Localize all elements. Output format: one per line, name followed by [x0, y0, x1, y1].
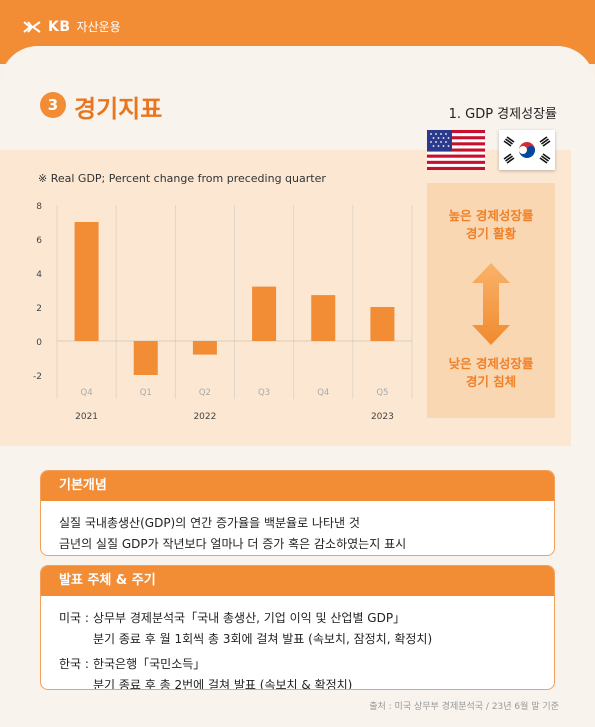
chart-note: ※ Real GDP; Percent change from precedin…: [38, 172, 326, 185]
gauge-high-text: 높은 경제성장률 경기 활황: [427, 207, 555, 243]
up-down-arrow-icon: [472, 263, 510, 345]
section-number-badge: 3: [40, 92, 66, 118]
x-tick-label: Q5: [376, 388, 388, 398]
us-line: 분기 종료 후 월 1회씩 총 3회에 걸쳐 발표 (속보치, 잠정치, 확정치…: [92, 632, 433, 646]
card-title: 기본개념: [41, 471, 554, 501]
gauge-low-text: 낮은 경제성장률 경기 침체: [427, 355, 555, 391]
y-tick-label: 8: [36, 202, 42, 212]
card-body: 미국 : 상무부 경제분석국「국내 총생산, 기업 이익 및 산업별 GDP」 …: [41, 596, 554, 690]
section-title: 경기지표: [74, 95, 163, 123]
us-flag-icon: [427, 130, 485, 170]
us-line: 상무부 경제분석국「국내 총생산, 기업 이익 및 산업별 GDP」: [92, 611, 406, 625]
kr-line: 한국은행「국민소득」: [92, 657, 206, 671]
bar: [192, 341, 217, 355]
x-tick-label: Q1: [140, 388, 152, 398]
bar: [133, 341, 158, 375]
year-label: 2022: [193, 412, 216, 422]
bar: [74, 222, 99, 341]
kr-publisher-row: 한국 : 한국은행「국민소득」 분기 종료 후 총 2번에 걸쳐 발표 (속보치…: [59, 654, 536, 690]
star-logo-icon: [23, 20, 41, 33]
concept-line: 실질 국내총생산(GDP)의 연간 증가율을 백분율로 나타낸 것: [59, 516, 360, 530]
concept-line: 금년의 실질 GDP가 작년보다 얼마나 더 증가 혹은 감소하였는지 표시: [59, 537, 407, 551]
card-title: 발표 주체 & 주기: [41, 566, 554, 596]
y-tick-label: -2: [33, 372, 42, 382]
y-tick-label: 6: [36, 236, 42, 246]
year-label: 2021: [75, 412, 98, 422]
gauge-low-line: 경기 침체: [465, 374, 517, 389]
us-publisher-row: 미국 : 상무부 경제분석국「국내 총생산, 기업 이익 및 산업별 GDP」 …: [59, 608, 536, 650]
bar: [311, 295, 336, 341]
us-label: 미국 :: [59, 611, 89, 625]
korea-flag-icon: [499, 130, 555, 170]
gdp-bar-chart: 8 6 4 2 0 -2 Q4 Q1 Q2 Q3 Q4 Q5 2021 2022 2023: [33, 202, 413, 422]
kr-label: 한국 :: [59, 657, 89, 671]
year-label: 2023: [371, 412, 394, 422]
y-tick-label: 4: [36, 270, 42, 280]
kr-line: 분기 종료 후 총 2번에 걸쳐 발표 (속보치 & 확정치): [92, 678, 353, 690]
logo-subbrand: 자산운용: [76, 20, 121, 34]
gauge-high-line: 경기 활황: [465, 226, 517, 241]
card-body: 실질 국내총생산(GDP)의 연간 증가율을 백분율로 나타낸 것 금년의 실질…: [41, 501, 554, 555]
x-tick-label: Q3: [258, 388, 270, 398]
y-tick-label: 2: [36, 304, 42, 314]
y-tick-label: 0: [36, 338, 42, 348]
gdp-title: 1. GDP 경제성장률: [448, 107, 557, 122]
x-tick-label: Q4: [81, 388, 93, 398]
logo-brand: KB: [48, 18, 71, 35]
kr-lines: 한국은행「국민소득」 분기 종료 후 총 2번에 걸쳐 발표 (속보치 & 확정…: [92, 654, 353, 690]
gauge-high-line: 높은 경제성장률: [448, 208, 534, 223]
bar: [252, 286, 277, 341]
us-lines: 상무부 경제분석국「국내 총생산, 기업 이익 및 산업별 GDP」 분기 종료…: [93, 608, 432, 650]
gauge-low-line: 낮은 경제성장률: [448, 356, 534, 371]
bar: [370, 307, 395, 341]
x-tick-label: Q4: [317, 388, 329, 398]
growth-gauge: 높은 경제성장률 경기 활황 낮은 경제성장률 경기 침체: [427, 183, 555, 418]
publisher-card: 발표 주체 & 주기 미국 : 상무부 경제분석국「국내 총생산, 기업 이익 …: [40, 565, 555, 690]
kb-logo: KB 자산운용: [22, 18, 121, 35]
source-note: 출처 : 미국 상무부 경제분석국 / 23년 6월 말 기준: [369, 702, 559, 712]
x-tick-label: Q2: [199, 388, 211, 398]
basic-concept-card: 기본개념 실질 국내총생산(GDP)의 연간 증가율을 백분율로 나타낸 것 금…: [40, 470, 555, 556]
